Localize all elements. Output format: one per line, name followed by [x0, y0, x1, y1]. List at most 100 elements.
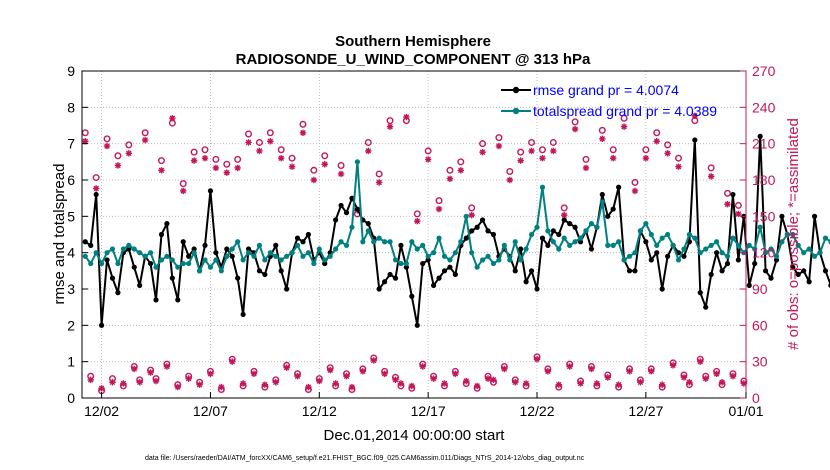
obs-possible-marker: [631, 178, 639, 186]
obs-possible-marker: [234, 155, 242, 163]
data-point-totalspread: [795, 242, 801, 248]
data-point-rmse: [430, 282, 437, 288]
data-point-rmse: [343, 210, 350, 216]
data-point-totalspread: [436, 235, 442, 241]
obs-assimilated-marker: [593, 380, 601, 387]
y-tick-label-right: 180: [752, 172, 776, 188]
data-point-totalspread: [523, 246, 529, 252]
obs-possible-marker: [386, 117, 394, 125]
obs-possible-marker: [212, 155, 220, 163]
obs-assimilated-marker: [348, 383, 356, 391]
data-point-totalspread: [724, 253, 731, 259]
obs-possible-marker: [446, 166, 454, 174]
obs-assimilated-marker: [713, 370, 720, 377]
data-point-totalspread: [186, 260, 192, 267]
data-point-rmse: [262, 271, 268, 278]
obs-possible-marker: [266, 129, 274, 137]
y-tick-label-right: 210: [752, 136, 776, 152]
data-point-totalspread: [561, 235, 567, 241]
data-point-totalspread: [251, 253, 257, 259]
obs-possible-marker: [424, 147, 432, 155]
x-tick-label: 12/07: [193, 403, 228, 419]
obs-assimilated-marker: [147, 369, 154, 376]
obs-possible-marker: [495, 134, 503, 142]
obs-assimilated-marker: [702, 375, 709, 382]
data-point-rmse: [169, 275, 175, 281]
data-point-totalspread: [757, 224, 763, 230]
obs-assimilated-marker: [599, 135, 606, 143]
obs-possible-marker: [190, 148, 198, 156]
obs-assimilated-marker: [615, 381, 622, 388]
data-point-rmse: [207, 188, 214, 194]
data-point-rmse: [708, 271, 714, 278]
data-point-rmse: [186, 253, 192, 259]
y-axis-label-right: # of obs: o=possible; *=assimilated: [785, 118, 802, 350]
obs-assimilated-marker: [648, 368, 655, 375]
data-point-totalspread: [218, 268, 224, 274]
data-point-rmse: [126, 246, 132, 252]
obs-assimilated-marker: [87, 376, 94, 384]
obs-assimilated-marker: [98, 385, 105, 392]
data-point-totalspread: [273, 253, 279, 259]
data-point-totalspread: [447, 257, 453, 263]
data-point-totalspread: [164, 253, 170, 259]
obs-assimilated-marker: [92, 185, 100, 192]
data-point-rmse: [752, 260, 758, 267]
obs-possible-marker: [245, 130, 253, 138]
data-point-rmse: [822, 268, 829, 274]
obs-assimilated-marker: [577, 380, 584, 387]
obs-assimilated-marker: [718, 379, 726, 386]
data-point-totalspread: [752, 246, 758, 252]
data-point-rmse: [256, 268, 263, 274]
obs-possible-marker: [114, 152, 122, 160]
data-point-rmse: [528, 268, 535, 274]
data-point-totalspread: [790, 231, 796, 238]
data-point-totalspread: [267, 250, 273, 256]
obs-assimilated-marker: [533, 356, 541, 363]
x-tick-label: 12/12: [302, 403, 337, 419]
obs-possible-marker: [620, 114, 628, 122]
data-point-rmse: [703, 304, 709, 310]
y-tick-label-left: 4: [67, 245, 75, 261]
data-point-totalspread: [675, 257, 682, 263]
data-point-totalspread: [817, 250, 823, 256]
obs-assimilated-marker: [152, 377, 160, 385]
chart-subtitle: RADIOSONDE_U_WIND_COMPONENT @ 313 hPa: [236, 51, 591, 68]
data-point-totalspread: [496, 257, 502, 263]
data-point-totalspread: [153, 264, 159, 270]
data-point-rmse: [109, 275, 116, 281]
obs-possible-marker: [549, 138, 557, 146]
obs-assimilated-marker: [539, 155, 546, 162]
obs-assimilated-marker: [136, 379, 143, 386]
data-point-rmse: [235, 275, 241, 281]
legend-rmse-marker: [512, 86, 520, 94]
obs-assimilated-marker: [158, 167, 165, 174]
data-point-totalspread: [207, 264, 214, 270]
data-point-totalspread: [147, 250, 154, 256]
obs-possible-marker: [609, 146, 617, 154]
data-point-rmse: [131, 264, 137, 270]
obs-possible-marker: [734, 201, 742, 209]
obs-assimilated-marker: [370, 357, 377, 364]
obs-assimilated-marker: [555, 381, 562, 388]
data-point-rmse: [354, 206, 360, 212]
data-point-totalspread: [784, 231, 790, 238]
data-point-totalspread: [822, 235, 829, 241]
data-point-totalspread: [300, 253, 306, 259]
data-point-totalspread: [343, 242, 350, 248]
obs-assimilated-marker: [544, 368, 552, 375]
data-point-totalspread: [474, 264, 480, 270]
obs-possible-marker: [468, 204, 476, 212]
obs-assimilated-marker: [631, 187, 639, 195]
data-point-totalspread: [616, 239, 622, 245]
obs-assimilated-marker: [637, 379, 644, 386]
data-point-totalspread: [142, 253, 148, 259]
data-point-rmse: [714, 250, 720, 256]
obs-assimilated-marker: [207, 370, 214, 377]
data-point-totalspread: [670, 242, 676, 248]
obs-assimilated-marker: [550, 147, 557, 155]
data-point-rmse: [300, 239, 306, 245]
data-point-totalspread: [605, 242, 611, 248]
obs-assimilated-marker: [729, 373, 737, 380]
data-point-rmse: [349, 195, 355, 201]
